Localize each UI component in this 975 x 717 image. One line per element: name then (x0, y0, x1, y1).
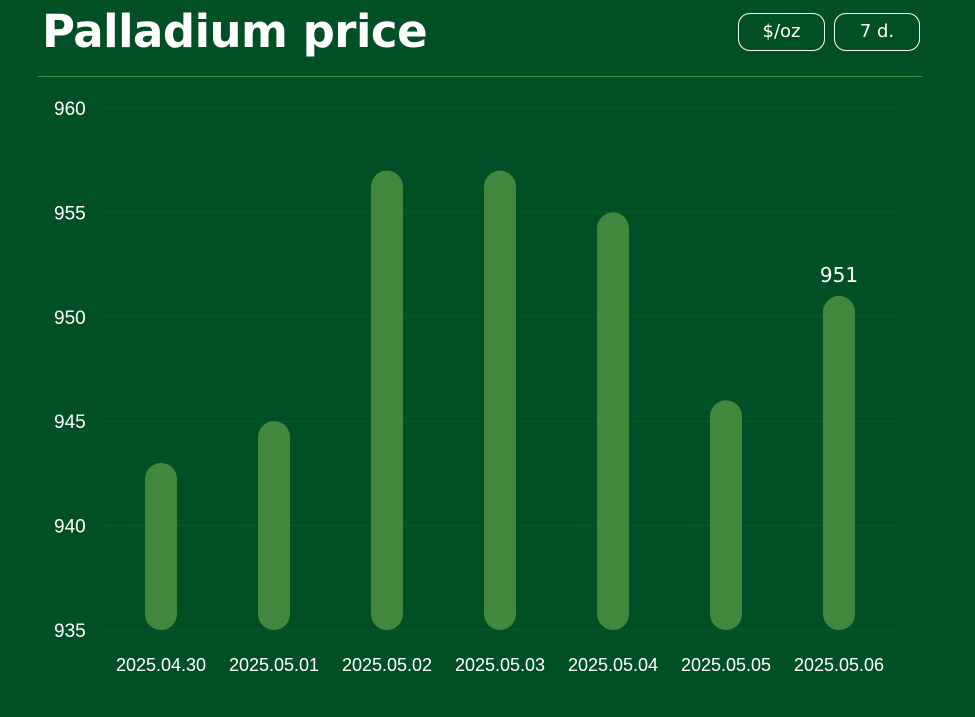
x-tick-label: 2025.05.06 (794, 655, 884, 675)
unit-toggle-button[interactable]: $/oz (738, 13, 825, 51)
bar-2025.05.04[interactable] (597, 212, 629, 630)
data-label: 951 (820, 263, 858, 287)
x-tick-label: 2025.05.01 (229, 655, 319, 675)
x-tick-label: 2025.05.04 (568, 655, 658, 675)
bar-2025.05.01[interactable] (258, 421, 290, 630)
x-tick-label: 2025.05.03 (455, 655, 545, 675)
x-tick-label: 2025.05.02 (342, 655, 432, 675)
y-tick-label: 950 (54, 308, 86, 329)
y-tick-label: 940 (54, 517, 86, 538)
y-tick-label: 955 (54, 203, 86, 224)
header-divider (38, 76, 922, 77)
x-tick-label: 2025.05.05 (681, 655, 771, 675)
y-tick-label: 945 (54, 412, 86, 433)
bar-2025.05.03[interactable] (484, 170, 516, 630)
y-tick-label: 960 (54, 99, 86, 120)
y-tick-label: 935 (54, 621, 86, 642)
bar-2025.05.05[interactable] (710, 400, 742, 630)
x-tick-label: 2025.04.30 (116, 655, 206, 675)
bar-2025.05.06[interactable] (823, 295, 855, 630)
time-range-button[interactable]: 7 d. (834, 13, 920, 51)
bar-2025.05.02[interactable] (371, 170, 403, 630)
chart-title: Palladium price (42, 5, 428, 58)
bar-2025.04.30[interactable] (145, 462, 177, 630)
